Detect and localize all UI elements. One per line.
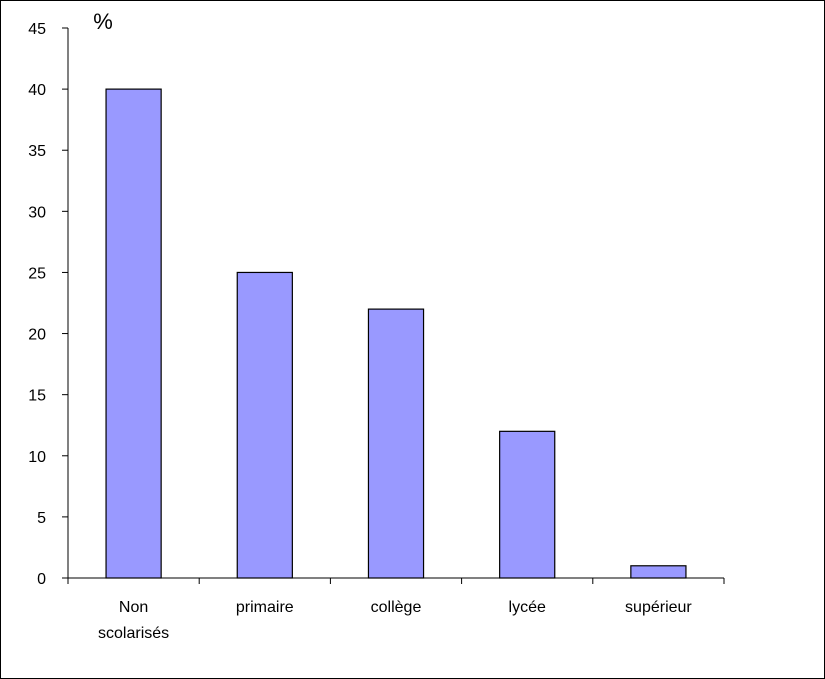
bar <box>105 88 162 579</box>
x-tick-label: collège <box>371 599 422 616</box>
x-tick-label: Non scolarisés <box>98 599 169 642</box>
chart-bars <box>105 88 687 579</box>
x-tick-label: supérieur <box>625 599 692 616</box>
bar <box>236 271 293 579</box>
y-axis-label: % <box>93 9 113 34</box>
y-tick-label: 30 <box>28 204 46 221</box>
y-tick-label: 45 <box>28 21 46 38</box>
y-tick-label: 35 <box>28 143 46 160</box>
y-tick-label: 15 <box>28 388 46 405</box>
y-tick-label: 40 <box>28 82 46 99</box>
bar <box>499 430 556 579</box>
bar <box>367 308 425 579</box>
y-tick-label: 5 <box>37 510 46 527</box>
y-tick-label: 25 <box>28 265 46 282</box>
y-tick-label: 0 <box>37 571 46 588</box>
x-tick-label: primaire <box>236 599 294 616</box>
bar <box>630 565 687 579</box>
x-tick-label: lycée <box>509 599 546 616</box>
y-tick-label: 10 <box>28 449 46 466</box>
y-tick-label: 20 <box>28 327 46 344</box>
chart-labels: 0 5 10 15 20 25 30 35 40 45 Non scolarisés primaire c… <box>28 21 692 642</box>
